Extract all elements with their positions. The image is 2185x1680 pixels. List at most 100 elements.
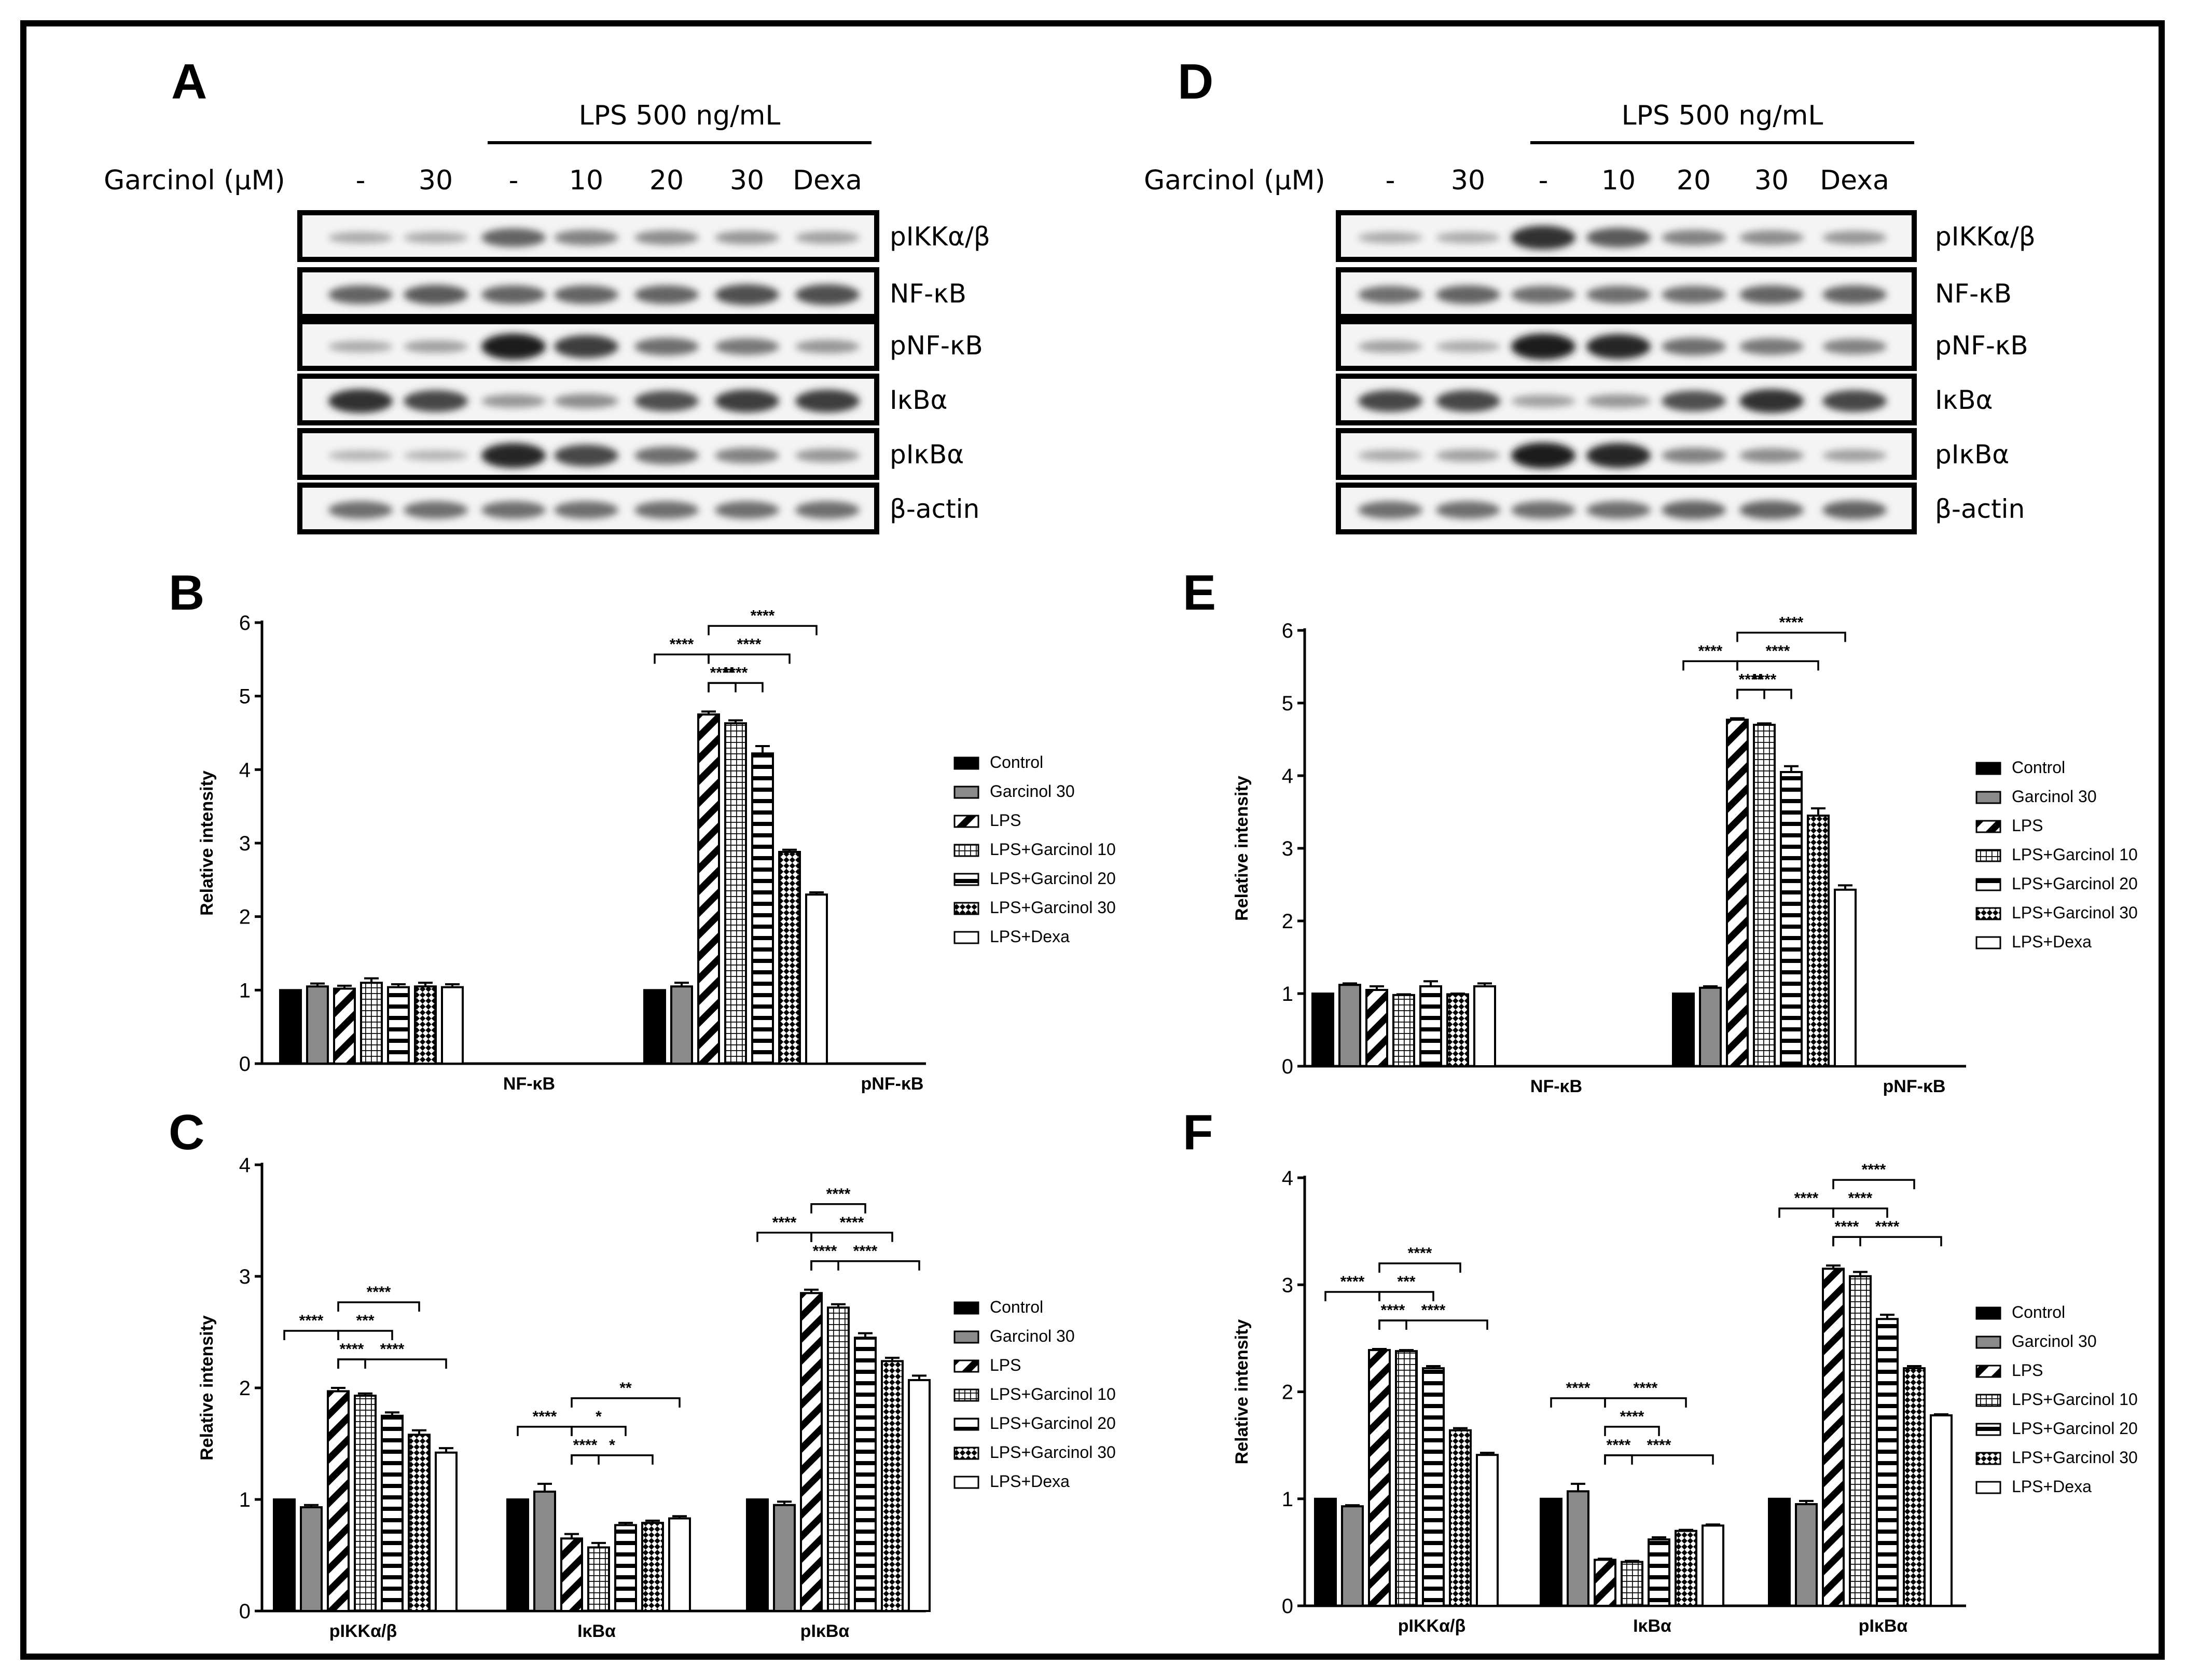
blot-frame (1336, 267, 1917, 319)
lane-label: 30 (419, 165, 453, 196)
bar-lps-garcinol-10-pi-b (1849, 1275, 1872, 1607)
y-tick-label: 4 (239, 1154, 251, 1177)
bracket-line (1832, 1179, 1915, 1190)
legend-label: Garcinol 30 (2012, 1332, 2097, 1351)
band (1662, 448, 1726, 463)
band (1358, 340, 1422, 353)
panel-letter: A (171, 54, 207, 109)
bracket-line (708, 653, 791, 664)
significance-label: **** (710, 664, 735, 681)
lane-label: Dexa (793, 165, 862, 196)
bracket-line (571, 1397, 681, 1408)
band (1511, 226, 1575, 250)
bar-lps-garcinol-30-nf-b (1446, 993, 1469, 1068)
legend-label: Garcinol 30 (2012, 787, 2097, 806)
bar-lps-garcinol-20-pi-b (854, 1337, 877, 1612)
bracket-line (337, 1330, 393, 1340)
lane-label: 20 (1677, 165, 1711, 196)
band (1358, 501, 1422, 519)
significance-label: **** (813, 1243, 837, 1260)
bar-control-pikk (1314, 1497, 1337, 1607)
y-tick-label: 6 (239, 612, 251, 635)
bar-lps-nf-b (1365, 989, 1388, 1067)
significance-label: ** (619, 1380, 632, 1397)
bar-lps-dexa-pikk (435, 1451, 458, 1612)
legend-label: LPS+Garcinol 30 (990, 1443, 1116, 1462)
y-tick-label: 4 (1282, 765, 1293, 788)
significance-bracket: *** (1378, 1273, 1434, 1301)
y-tick-label: 1 (239, 979, 251, 1002)
legend-swatch (1975, 878, 2001, 891)
significance-bracket: **** (1378, 1302, 1488, 1330)
lane-label: - (356, 165, 366, 196)
significance-label: *** (356, 1312, 374, 1329)
chart-E: E 0 1 2 3 4 5 6 Relative intensity NF-κB pNF-κB ***… (1183, 565, 2138, 1096)
band (1436, 390, 1500, 412)
significance-bracket: **** (1832, 1161, 1915, 1190)
band (1511, 501, 1575, 519)
band (1739, 448, 1804, 463)
band (1586, 334, 1651, 359)
legend-swatch (953, 931, 979, 944)
legend-item-lps-dexa: LPS+Dexa (953, 1472, 1070, 1491)
band (554, 445, 618, 466)
chart-C: C 0 1 2 3 4 Relative intensity pIKKα/β IκBα pIκBα… (169, 1105, 1116, 1641)
legend: Control Garcinol 30 LPS LPS+Garcinol 10 LPS+… (1975, 758, 2138, 951)
significance-bracket: **** (1378, 1245, 1461, 1273)
legend-label: Garcinol 30 (990, 1327, 1075, 1345)
band (1662, 391, 1726, 411)
bracket-line (571, 1454, 654, 1465)
significance-bracket: **** (1736, 671, 1792, 699)
significance-label: **** (772, 1214, 797, 1231)
band (715, 338, 779, 355)
significance-label: **** (380, 1341, 405, 1358)
band (481, 501, 546, 519)
significance-bracket: **** (1682, 642, 1738, 671)
band (481, 228, 546, 247)
bracket-line (756, 1232, 812, 1242)
lane-label: - (509, 165, 519, 196)
bar-lps-pi-b (800, 1292, 823, 1612)
blot-strip-nf-b (297, 267, 879, 319)
band (795, 340, 860, 353)
band (1822, 231, 1887, 244)
band (1822, 449, 1887, 462)
legend-swatch (953, 1301, 979, 1315)
legend-item-control: Control (953, 753, 1043, 772)
bar-lps-garcinol-30-pnf-b (1807, 815, 1830, 1067)
bracket-line (1604, 1426, 1660, 1436)
bar-lps-i-b (560, 1537, 583, 1612)
band (1436, 232, 1500, 243)
significance-label: **** (737, 636, 762, 653)
bar-control-pi-b (746, 1498, 769, 1612)
bracket-line (337, 1358, 366, 1369)
bar-lps-garcinol-30-pi-b (1903, 1367, 1926, 1607)
y-tick-label: 3 (239, 1265, 251, 1288)
panel-letter: B (169, 565, 204, 621)
legend: Control Garcinol 30 LPS LPS+Garcinol 10 LPS+… (1975, 1303, 2138, 1496)
significance-label: **** (340, 1341, 364, 1358)
band (1586, 394, 1651, 408)
bracket-line (1682, 660, 1738, 671)
lane-label: 30 (730, 165, 764, 196)
significance-label: **** (826, 1186, 851, 1203)
legend-swatch (1975, 1394, 2001, 1407)
legend-label: LPS+Dexa (2012, 932, 2092, 951)
legend-swatch (953, 1359, 979, 1373)
bar-lps-garcinol-30-pnf-b (778, 851, 801, 1065)
bar-control-i-b (506, 1498, 529, 1612)
lane-label: - (1539, 165, 1548, 196)
bracket-line (1378, 1319, 1407, 1330)
band (481, 394, 546, 408)
bar-lps-pi-b (1822, 1268, 1845, 1607)
band (554, 230, 618, 245)
legend-item-lps-garcinol-10: LPS+Garcinol 10 (953, 1385, 1116, 1403)
band (1586, 228, 1651, 247)
band (715, 448, 779, 463)
legend-label: Control (990, 753, 1043, 772)
legend-item-lps: LPS (953, 811, 1021, 830)
blot-strip-pi-b (297, 428, 879, 480)
blot-strip-i-b (297, 374, 879, 425)
band (554, 501, 618, 519)
bracket-line (810, 1203, 866, 1214)
